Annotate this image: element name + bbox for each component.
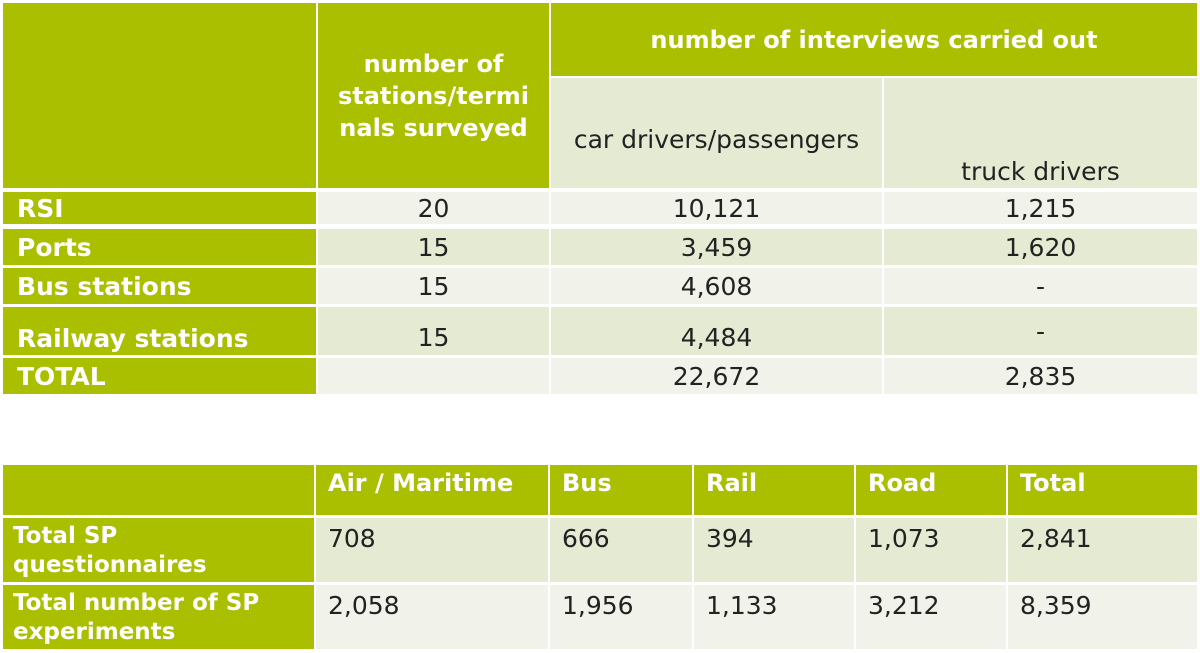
sp-column-header: Bus <box>550 465 692 515</box>
sp-value-cell: 1,133 <box>694 585 854 649</box>
sp-corner-header-cell <box>3 465 314 515</box>
interviews-carried-out-header: number of interviews carried out <box>551 3 1197 76</box>
sp-column-header: Air / Maritime <box>316 465 548 515</box>
stations-cell: 20 <box>318 192 549 224</box>
car-cell: 10,121 <box>551 192 882 224</box>
row-label-bus-stations: Bus stations <box>3 268 316 304</box>
truck-cell: - <box>884 307 1197 355</box>
stations-cell: 15 <box>318 268 549 304</box>
car-cell: 4,608 <box>551 268 882 304</box>
car-drivers-header: car drivers/passengers <box>551 78 882 188</box>
sp-row-label-experiments: Total number of SP experiments <box>3 585 314 649</box>
row-label-total: TOTAL <box>3 358 316 394</box>
stations-cell <box>318 358 549 394</box>
truck-cell: 2,835 <box>884 358 1197 394</box>
truck-cell: 1,215 <box>884 192 1197 224</box>
sp-column-header: Road <box>856 465 1006 515</box>
sp-value-cell: 2,841 <box>1008 518 1197 582</box>
stations-cell: 15 <box>318 307 549 355</box>
sp-value-cell: 1,073 <box>856 518 1006 582</box>
sp-value-cell: 2,058 <box>316 585 548 649</box>
sp-row-label-questionnaires: Total SP questionnaires <box>3 518 314 582</box>
row-label-railway-stations: Railway stations <box>3 307 316 355</box>
corner-header-cell <box>3 3 316 188</box>
sp-value-cell: 708 <box>316 518 548 582</box>
row-label-rsi: RSI <box>3 192 316 224</box>
sp-value-cell: 1,956 <box>550 585 692 649</box>
sp-value-cell: 3,212 <box>856 585 1006 649</box>
car-cell: 22,672 <box>551 358 882 394</box>
truck-drivers-header: truck drivers <box>884 78 1197 188</box>
sp-column-header: Rail <box>694 465 854 515</box>
sp-value-cell: 666 <box>550 518 692 582</box>
sp-column-header: Total <box>1008 465 1197 515</box>
row-label-ports: Ports <box>3 229 316 265</box>
car-cell: 3,459 <box>551 229 882 265</box>
sp-value-cell: 394 <box>694 518 854 582</box>
car-cell: 4,484 <box>551 307 882 355</box>
truck-cell: 1,620 <box>884 229 1197 265</box>
stations-surveyed-header: number of stations/termi nals surveyed <box>318 3 549 188</box>
truck-cell: - <box>884 268 1197 304</box>
stations-cell: 15 <box>318 229 549 265</box>
sp-value-cell: 8,359 <box>1008 585 1197 649</box>
